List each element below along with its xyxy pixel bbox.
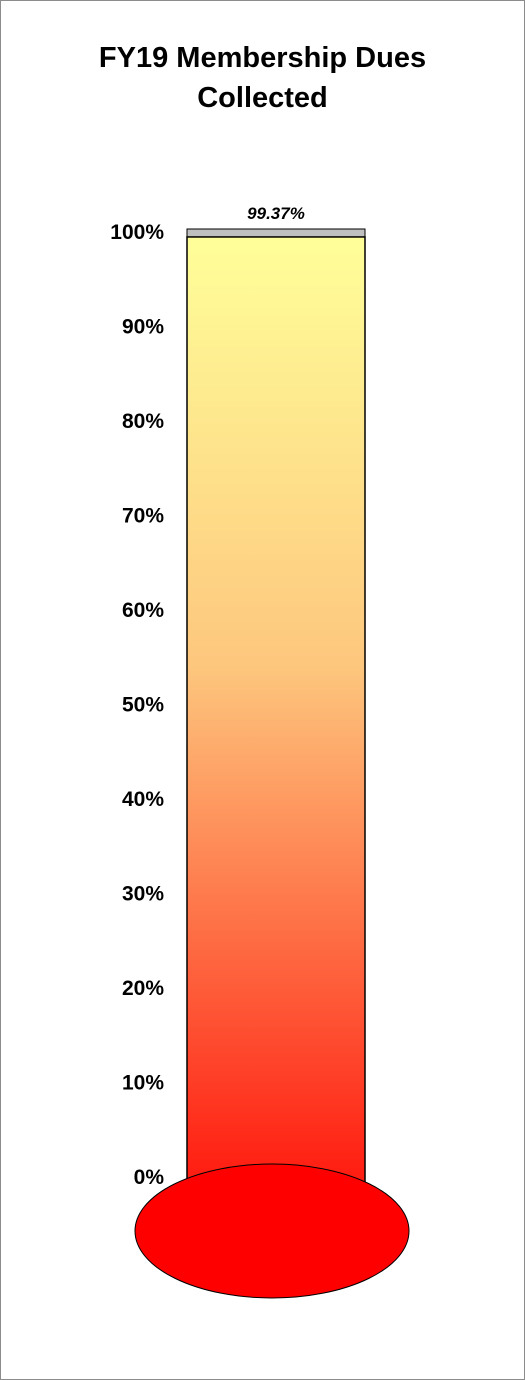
y-tick-label: 80%	[122, 410, 164, 433]
y-tick-label: 10%	[122, 1072, 164, 1095]
y-tick-label: 20%	[122, 977, 164, 1000]
y-tick-label: 50%	[122, 694, 164, 717]
thermometer-bulb	[134, 1163, 410, 1299]
thermometer-fill-bar	[186, 236, 366, 1189]
chart-title-line-2: Collected	[197, 82, 328, 114]
chart-title: FY19 Membership Dues Collected	[0, 38, 525, 118]
y-tick-label: 70%	[122, 505, 164, 528]
y-tick-label: 40%	[122, 788, 164, 811]
y-axis-tick-labels: 0% 10% 20% 30% 40% 50% 60% 70% 80% 90% 100%	[110, 221, 164, 1189]
y-tick-label: 90%	[122, 316, 164, 339]
chart-title-line-1: FY19 Membership Dues	[98, 42, 427, 74]
y-tick-label: 100%	[110, 221, 164, 244]
y-tick-label: 30%	[122, 883, 164, 906]
data-label-value: 99.37%	[247, 204, 305, 223]
y-tick-label: 0%	[134, 1166, 165, 1189]
y-tick-label: 60%	[122, 599, 164, 622]
